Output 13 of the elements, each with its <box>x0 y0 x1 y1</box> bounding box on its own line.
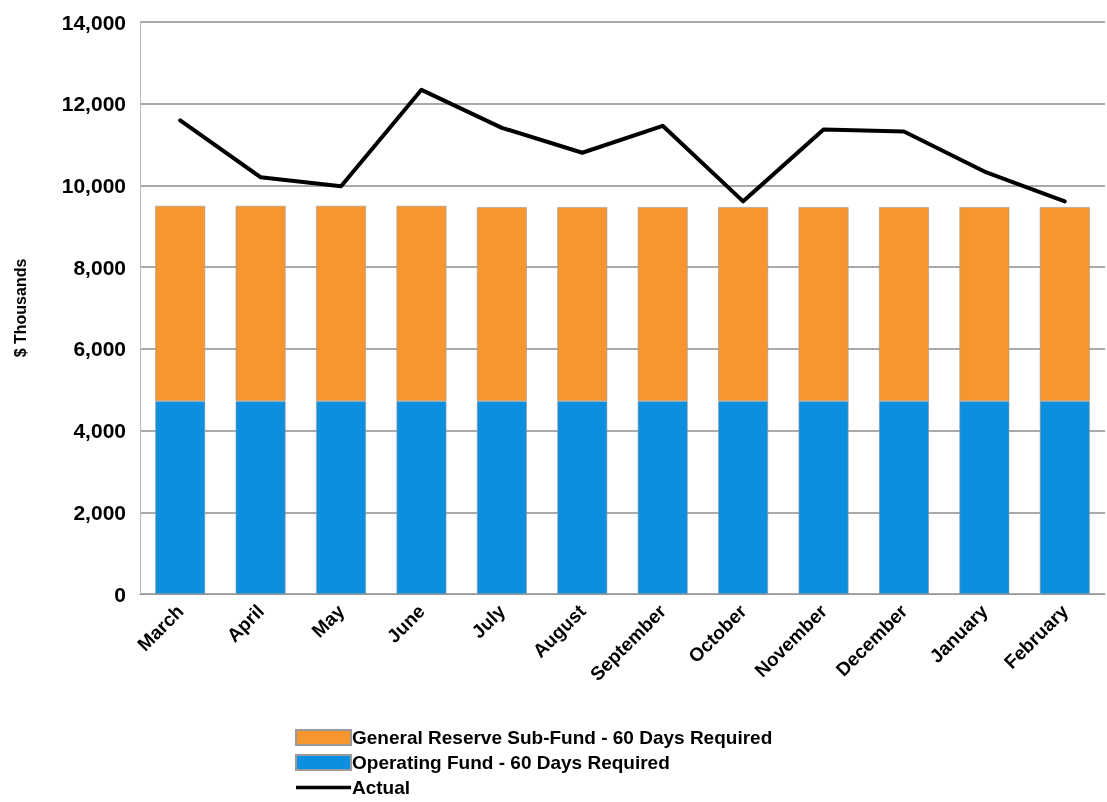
y-tick-label: 14,000 <box>61 10 126 34</box>
y-tick-label: 2,000 <box>73 500 126 524</box>
legend-label: Actual <box>352 777 411 798</box>
y-axis-title: $ Thousands <box>11 258 29 358</box>
line-series <box>178 87 1067 204</box>
legend-label: Operating Fund - 60 Days Required <box>352 752 670 773</box>
y-tick-label: 4,000 <box>73 419 126 443</box>
y-tick-label: 6,000 <box>73 337 126 361</box>
y-tick-label: 12,000 <box>61 92 126 116</box>
y-tick-label: 8,000 <box>73 255 126 279</box>
y-tick-label: 0 <box>114 582 126 606</box>
y-tick-label: 10,000 <box>61 173 126 197</box>
legend-label: General Reserve Sub-Fund - 60 Days Required <box>352 727 773 748</box>
